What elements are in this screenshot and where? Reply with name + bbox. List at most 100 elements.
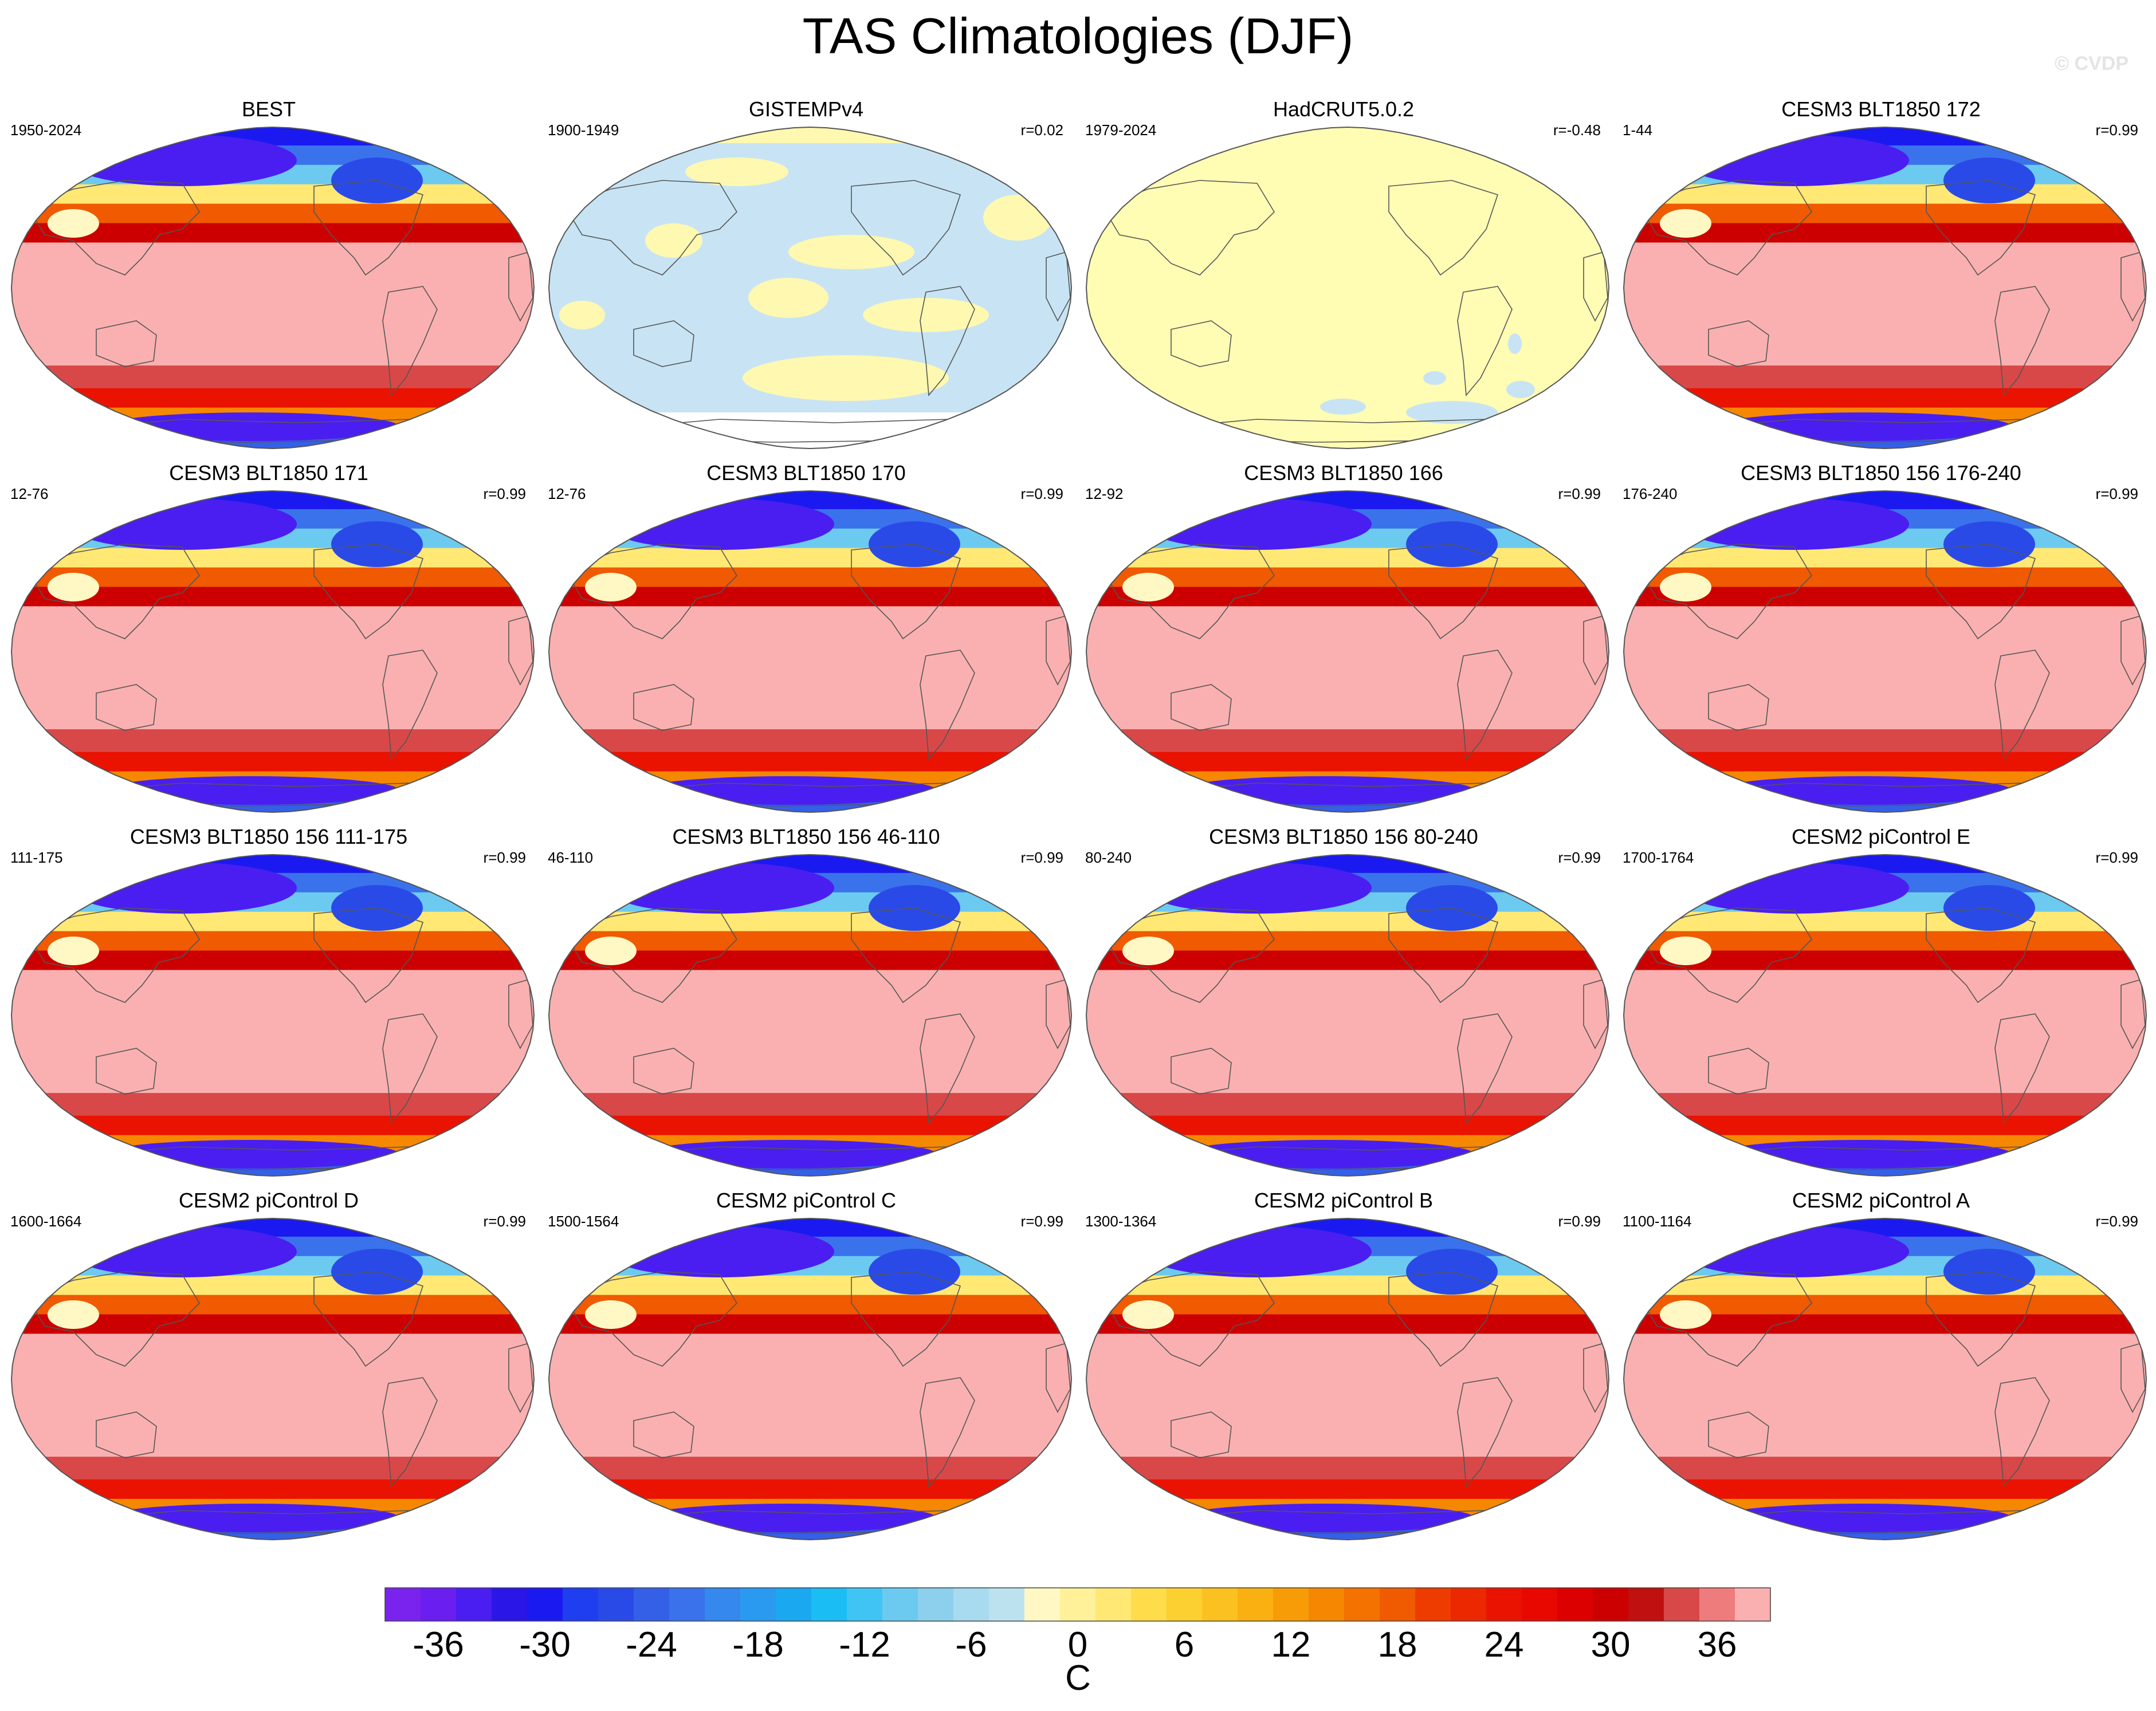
panel-title: CESM2 piControl E <box>1791 825 1971 848</box>
colorbar-swatch <box>385 1588 421 1621</box>
temperature-band <box>1086 855 1609 874</box>
temperature-band <box>11 1295 534 1315</box>
map-panel: CESM3 BLT1850 166 12-92 r=0.99 <box>1075 461 1612 813</box>
panel-title: CESM3 BLT1850 171 <box>169 461 368 485</box>
temperature-band <box>549 931 1071 951</box>
temperature-feature <box>16 1349 176 1429</box>
colorbar-swatch <box>776 1588 812 1621</box>
colorbar-swatch <box>1238 1588 1274 1621</box>
temperature-band <box>1624 491 2146 510</box>
coastline <box>1639 180 1813 276</box>
coastline <box>851 907 961 1004</box>
panel-title: CESM3 BLT1850 166 <box>1244 461 1443 485</box>
coastline <box>26 544 201 639</box>
colorbar-tick-label: 36 <box>1698 1625 1737 1661</box>
colorbar-swatch <box>811 1588 847 1621</box>
coastline <box>508 978 533 1049</box>
coastline <box>313 180 424 276</box>
coastline <box>26 1271 201 1367</box>
panel-period: 1300-1364 <box>1085 1213 1157 1230</box>
robinson-map <box>1623 126 2147 450</box>
panel-period: 12-76 <box>548 485 586 502</box>
temperature-feature <box>377 1366 446 1446</box>
temperature-feature <box>1686 1409 1766 1455</box>
temperature-feature <box>1142 1226 1372 1277</box>
map-outline <box>1085 1217 1610 1541</box>
panel-pattern-correlation: r=0.02 <box>1020 121 1063 139</box>
coastline <box>851 1271 961 1367</box>
coastline <box>1994 1377 2050 1488</box>
temperature-band <box>11 203 534 224</box>
coastline <box>1171 1048 1232 1095</box>
coastline <box>1583 978 1608 1049</box>
coastline <box>1388 907 1499 1004</box>
panel-pattern-correlation: r=0.99 <box>1020 1213 1063 1230</box>
coastline <box>1101 907 1275 1003</box>
map-panel: CESM2 piControl E 1700-1764 r=0.99 <box>1612 825 2150 1177</box>
colorbar-swatch <box>1309 1588 1345 1621</box>
coastline <box>1583 615 1608 686</box>
temperature-band <box>11 365 534 389</box>
temperature-feature <box>605 498 834 550</box>
map-outline <box>1623 853 2147 1177</box>
coastline <box>1101 180 1275 276</box>
colorbar-swatch <box>1202 1588 1238 1621</box>
temperature-band <box>11 729 534 753</box>
temperature-band <box>549 548 1071 568</box>
colorbar-swatch <box>1557 1588 1593 1621</box>
coastline <box>633 684 694 731</box>
temperature-band <box>549 1275 1071 1296</box>
chart-title: TAS Climatologies (DJF) <box>802 7 1354 64</box>
temperature-band <box>11 1093 534 1116</box>
colorbar-swatch <box>989 1588 1025 1621</box>
temperature-band <box>1086 567 1609 588</box>
watermark: © CVDP <box>2055 53 2128 74</box>
temperature-band <box>11 931 534 951</box>
panel-period: 1900-1949 <box>548 121 619 139</box>
coastline <box>1639 544 1813 639</box>
temperature-feature <box>377 275 446 355</box>
temperature-feature <box>1628 1349 1789 1429</box>
map-outline <box>1623 490 2147 813</box>
temperature-band <box>549 1457 1071 1480</box>
temperature-band <box>1086 1314 1609 1335</box>
panel-pattern-correlation: r=0.99 <box>1020 485 1063 502</box>
coastline <box>2120 251 2146 322</box>
temperature-band <box>1086 1218 1609 1237</box>
temperature-band <box>1086 729 1609 753</box>
panel-pattern-correlation: r=0.99 <box>2095 849 2138 866</box>
temperature-feature <box>1660 1300 1711 1329</box>
robinson-map <box>1085 126 1610 450</box>
temperature-feature <box>1989 639 2058 719</box>
panel-pattern-correlation: r=0.99 <box>1558 485 1601 502</box>
temperature-feature <box>1680 862 1909 914</box>
coastline <box>1046 1342 1071 1413</box>
colorbar-swatch <box>953 1588 989 1621</box>
coastline <box>1708 1048 1769 1095</box>
coastline <box>1101 544 1275 639</box>
coastline <box>1457 650 1513 761</box>
temperature-band <box>11 184 534 204</box>
temperature-feature <box>16 622 176 702</box>
coastline <box>1639 1271 1813 1367</box>
colorbar-swatch <box>918 1588 954 1621</box>
temperature-feature <box>1680 498 1909 550</box>
temperature-feature <box>73 682 154 727</box>
temperature-band <box>1624 223 2146 243</box>
temperature-band <box>1624 127 2146 146</box>
temperature-band <box>1624 931 2146 951</box>
temperature-band <box>11 855 534 874</box>
coastline <box>1171 684 1232 731</box>
colorbar-swatch <box>1380 1588 1416 1621</box>
robinson-map <box>10 126 535 450</box>
temperature-feature <box>48 209 99 238</box>
temperature-band <box>549 491 1071 510</box>
coastline <box>1388 1271 1499 1367</box>
coastline <box>96 684 157 731</box>
panel-pattern-correlation: r=-0.48 <box>1553 121 1601 139</box>
coastline <box>2120 615 2146 686</box>
coastline <box>920 650 975 761</box>
temperature-feature <box>1686 682 1766 727</box>
temperature-feature <box>1142 498 1372 550</box>
coastline <box>1994 650 2050 761</box>
